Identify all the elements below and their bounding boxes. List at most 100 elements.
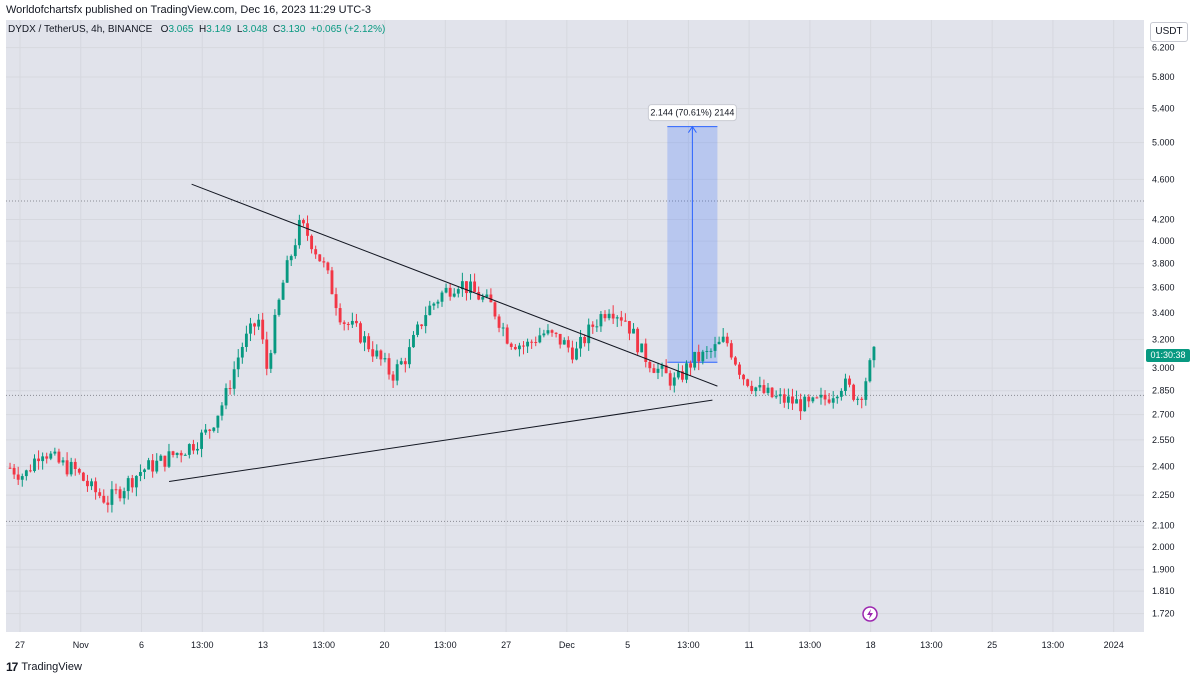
candle-body [623, 320, 627, 322]
footer-brand: TradingView [21, 661, 82, 673]
candle-body [147, 460, 151, 470]
candle-body [676, 371, 680, 378]
publisher-caption: Worldofchartsfx published on TradingView… [6, 4, 372, 16]
price-axis[interactable]: 6.200 5.800 5.400 5.000 4.600 4.200 4.000 3.800… [1144, 20, 1194, 632]
candle-body [672, 377, 676, 386]
candle-body [766, 387, 770, 393]
candle-body [285, 260, 289, 283]
time-axis[interactable]: 27 Nov 6 13:00 13 13:00 20 13:00 27 Dec 5 13:00 11 13… [6, 632, 1144, 656]
low-label: L [236, 24, 243, 35]
candle-body [770, 387, 774, 398]
candle-body [538, 335, 542, 343]
candle-body [827, 399, 831, 403]
price-tick-label: 2.400 [1152, 462, 1175, 472]
time-tick-label: 27 [15, 640, 25, 650]
price-tick-label: 4.000 [1152, 236, 1175, 246]
candle-body [758, 385, 762, 388]
candle-body [106, 502, 110, 505]
chart-plot-area[interactable]: 2.144 (70.61%) 2144 [6, 20, 1144, 632]
candle-body [444, 287, 448, 293]
time-tick-label: 5 [625, 640, 630, 650]
candle-body [440, 292, 444, 302]
candle-body [697, 351, 701, 362]
candle-body [579, 336, 582, 349]
candle-body [518, 345, 521, 350]
candle-body [848, 378, 851, 385]
candle-body [37, 458, 40, 462]
time-tick-label: 11 [744, 640, 753, 650]
candle-body [216, 415, 220, 428]
symbol-label: DYDX / TetherUS, 4h, BINANCE [8, 24, 153, 35]
candle-body [550, 330, 554, 333]
candle-body [98, 492, 102, 496]
candle-body [709, 350, 713, 352]
price-tick-label: 2.250 [1152, 490, 1175, 500]
candle-body [583, 336, 587, 344]
candle-body [558, 333, 562, 345]
time-tick-label: 6 [139, 640, 144, 650]
candle-body [407, 347, 411, 365]
candle-body [204, 429, 208, 433]
time-tick-label: 13:00 [1042, 640, 1065, 650]
axis-corner [1144, 632, 1194, 656]
candle-body [611, 313, 615, 319]
candle-body [607, 313, 611, 319]
time-tick-label: Nov [73, 640, 90, 650]
currency-badge[interactable]: USDT [1150, 22, 1188, 42]
candle-body [8, 467, 12, 469]
candle-body [424, 315, 428, 327]
candle-body [595, 326, 599, 328]
countdown-price-tag: 01:30:38 [1146, 349, 1190, 362]
candle-body [570, 347, 574, 360]
candle-body [90, 481, 93, 487]
candle-body [469, 281, 472, 294]
candle-body [762, 385, 766, 393]
candle-body [232, 369, 236, 389]
candle-body [175, 452, 179, 456]
lightning-bolt [867, 609, 873, 619]
candle-body [554, 332, 558, 334]
candle-body [864, 381, 868, 400]
candle-body [460, 281, 464, 290]
candle-body [28, 470, 32, 472]
candle-body [664, 365, 668, 374]
change-value: +0.065 (+2.12%) [310, 24, 386, 35]
candle-body [493, 302, 497, 317]
candle-body [652, 368, 656, 373]
candle-body [371, 349, 375, 357]
time-tick-label: 13 [258, 640, 268, 650]
candle-body [456, 289, 460, 294]
candle-body [485, 294, 489, 297]
candle-body [811, 397, 815, 402]
candle-body [721, 336, 725, 342]
candle-body [302, 220, 305, 224]
candle-body [534, 341, 538, 343]
candle-body [277, 299, 281, 315]
candle-body [391, 374, 395, 381]
candle-body [656, 368, 660, 373]
candle-body [742, 374, 745, 380]
candle-body [69, 461, 73, 475]
candle-body [428, 305, 432, 316]
candle-body [314, 249, 318, 255]
candle-body [807, 396, 811, 402]
candle-body [685, 363, 688, 380]
candle-body [774, 396, 778, 398]
candle-body [815, 397, 819, 399]
candle-body [713, 344, 717, 351]
candle-body [130, 478, 134, 488]
price-tick-label: 3.000 [1152, 363, 1175, 373]
candle-body [249, 323, 252, 334]
candle-body [844, 378, 847, 391]
upper-trendline [191, 183, 718, 387]
candle-body [412, 334, 415, 348]
candle-body [681, 371, 684, 380]
price-tick-label: 3.800 [1152, 259, 1175, 269]
candle-body [575, 348, 578, 360]
candle-body [265, 339, 269, 369]
candle-body [778, 394, 782, 397]
candle-body [648, 361, 652, 369]
candlestick-chart[interactable]: 2.144 (70.61%) 2144 [6, 20, 1144, 632]
candle-body [236, 357, 240, 370]
candle-body [799, 399, 803, 412]
